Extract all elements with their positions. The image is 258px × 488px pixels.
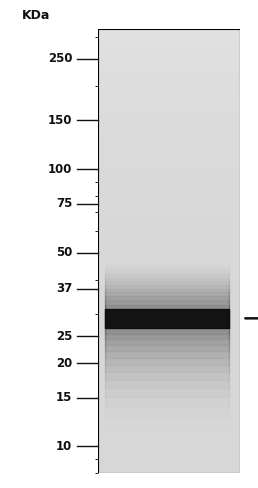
Text: 15: 15: [56, 391, 72, 404]
Text: 50: 50: [56, 246, 72, 259]
Text: 37: 37: [56, 283, 72, 296]
Text: 150: 150: [48, 114, 72, 127]
Text: KDa: KDa: [22, 9, 50, 22]
Text: 10: 10: [56, 440, 72, 453]
Text: 20: 20: [56, 357, 72, 369]
Text: 100: 100: [48, 163, 72, 176]
Text: 25: 25: [56, 330, 72, 343]
Text: 75: 75: [56, 198, 72, 210]
Text: 250: 250: [48, 53, 72, 65]
